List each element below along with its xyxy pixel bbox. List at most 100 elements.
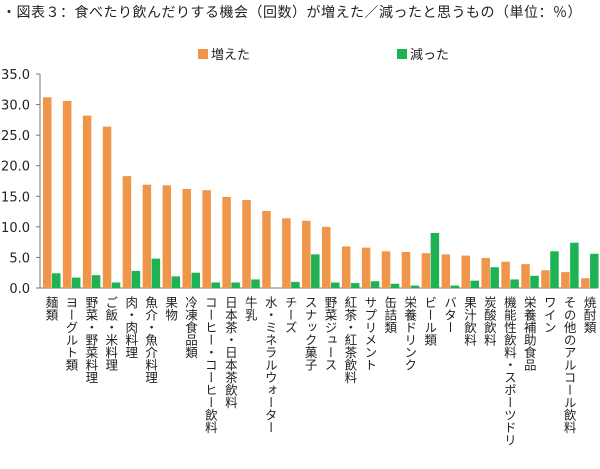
- category-label: 水・ミネラルウォーター: [263, 296, 278, 434]
- legend-swatch-decreased: [397, 49, 407, 59]
- category-label: サプリメント: [362, 296, 377, 371]
- bar-decreased: [251, 279, 260, 288]
- bar-increased: [102, 126, 112, 288]
- bar-increased: [43, 97, 52, 288]
- bar-increased: [341, 246, 351, 288]
- y-tick-label: 15.0: [1, 190, 30, 205]
- bar-increased: [501, 261, 510, 288]
- bar-increased: [521, 264, 530, 288]
- bar-decreased: [350, 283, 360, 288]
- bar-increased: [242, 199, 251, 288]
- y-axis: 0.0 5.0 10.0 15.0 20.0 25.0 30.0 35.0: [1, 68, 41, 297]
- y-tick-label: 5.0: [9, 251, 30, 266]
- bar-increased: [62, 100, 72, 288]
- category-label: 牛乳: [243, 295, 258, 321]
- bar-decreased: [410, 285, 420, 288]
- bar-increased: [581, 278, 590, 288]
- bar-increased: [82, 115, 92, 288]
- category-labels: 麺類 ヨーグルト類 野菜・野菜料理 ご飯・米料理 肉・肉料理 魚介・魚介料理 果物 冷凍食品類…: [44, 295, 597, 446]
- bar-increased: [202, 190, 211, 288]
- bar-increased: [282, 218, 291, 288]
- bar-decreased: [211, 282, 220, 288]
- bar-increased: [122, 176, 132, 288]
- bar-decreased: [510, 279, 519, 288]
- category-label: コーヒー・コーヒー飲料: [203, 296, 218, 434]
- category-label: ワイン: [542, 296, 557, 334]
- bar-decreased: [311, 254, 320, 288]
- legend-swatch-increased: [198, 49, 208, 59]
- category-label: 果汁飲料: [462, 296, 477, 346]
- bar-decreased: [91, 275, 101, 288]
- y-tick-label: 25.0: [1, 129, 30, 144]
- category-label: 栄養ドリンク: [402, 296, 417, 371]
- category-label: バター: [442, 296, 457, 334]
- bar-increased: [441, 254, 451, 288]
- legend-label: 増えた: [211, 48, 250, 63]
- bar-decreased: [390, 283, 400, 288]
- bar-increased: [222, 196, 231, 288]
- bar-increased: [142, 184, 152, 288]
- category-label: スナック菓子: [303, 296, 318, 371]
- category-label: ご飯・米料理: [103, 296, 118, 371]
- bar-increased: [561, 272, 570, 288]
- bar-decreased: [450, 285, 460, 288]
- y-tick-label: 20.0: [1, 160, 30, 175]
- bar-decreased: [530, 275, 539, 288]
- bar-increased: [302, 220, 311, 288]
- category-label: 冷凍食品類: [183, 296, 198, 359]
- bar-decreased: [590, 253, 599, 288]
- legend-label: 減った: [410, 47, 449, 63]
- bar-decreased: [570, 242, 579, 288]
- y-tick-label: 35.0: [1, 68, 30, 83]
- y-tick-label: 30.0: [1, 99, 30, 114]
- bar-increased: [361, 247, 371, 288]
- category-label: 肉・肉料理: [123, 296, 138, 359]
- category-label: その他のアルコール飲料: [562, 296, 577, 434]
- bar-decreased: [370, 281, 380, 288]
- category-label: ビール類: [422, 296, 437, 347]
- bar-decreased: [131, 270, 141, 288]
- bar-decreased: [71, 277, 81, 288]
- bar-increased: [322, 226, 331, 288]
- bar-increased: [381, 251, 391, 288]
- category-label: 栄養補助食品: [522, 296, 537, 371]
- bar-increased: [541, 270, 550, 288]
- bar-decreased: [490, 267, 499, 288]
- bar-decreased: [331, 282, 340, 288]
- category-label: 果物: [163, 296, 178, 322]
- bar-decreased: [291, 281, 300, 288]
- category-label: 炭酸飲料: [482, 296, 497, 346]
- category-label: 麺類: [44, 296, 59, 322]
- bars: [43, 97, 599, 288]
- bar-increased: [401, 251, 411, 288]
- category-label: 焼酎類: [582, 296, 597, 334]
- bar-decreased: [52, 273, 61, 288]
- bar-decreased: [191, 272, 200, 288]
- category-label: 野菜ジュース: [323, 296, 338, 371]
- bar-increased: [162, 185, 172, 288]
- bar-decreased: [111, 282, 121, 288]
- bar-increased: [461, 255, 470, 288]
- y-tick-label: 0.0: [9, 282, 30, 297]
- category-label: 缶詰類: [382, 296, 397, 334]
- bar-increased: [262, 210, 271, 288]
- category-label: ヨーグルト類: [63, 296, 78, 372]
- bar-increased: [421, 253, 431, 288]
- category-label: 野菜・野菜料理: [83, 296, 98, 384]
- bar-decreased: [151, 258, 161, 288]
- bar-increased: [182, 188, 191, 288]
- bar-decreased: [171, 276, 181, 288]
- legend: 増えた 減った: [198, 47, 449, 63]
- bar-decreased: [231, 282, 240, 288]
- category-label: 機能性飲料・スポーツドリ: [502, 295, 517, 446]
- category-label: チーズ: [283, 296, 298, 334]
- chart-title: ・図表３：食べたり飲んだりする機会（回数）が増えた／減ったと思うもの（単位：％）: [2, 5, 582, 21]
- bar-decreased: [430, 232, 440, 288]
- category-label: 紅茶・紅茶飲料: [342, 296, 357, 384]
- y-tick-label: 10.0: [1, 221, 30, 236]
- category-label: 魚介・魚介料理: [143, 296, 158, 384]
- category-label: 日本茶・日本茶飲料: [223, 296, 238, 409]
- bar-increased: [481, 258, 490, 288]
- bar-decreased: [550, 251, 559, 288]
